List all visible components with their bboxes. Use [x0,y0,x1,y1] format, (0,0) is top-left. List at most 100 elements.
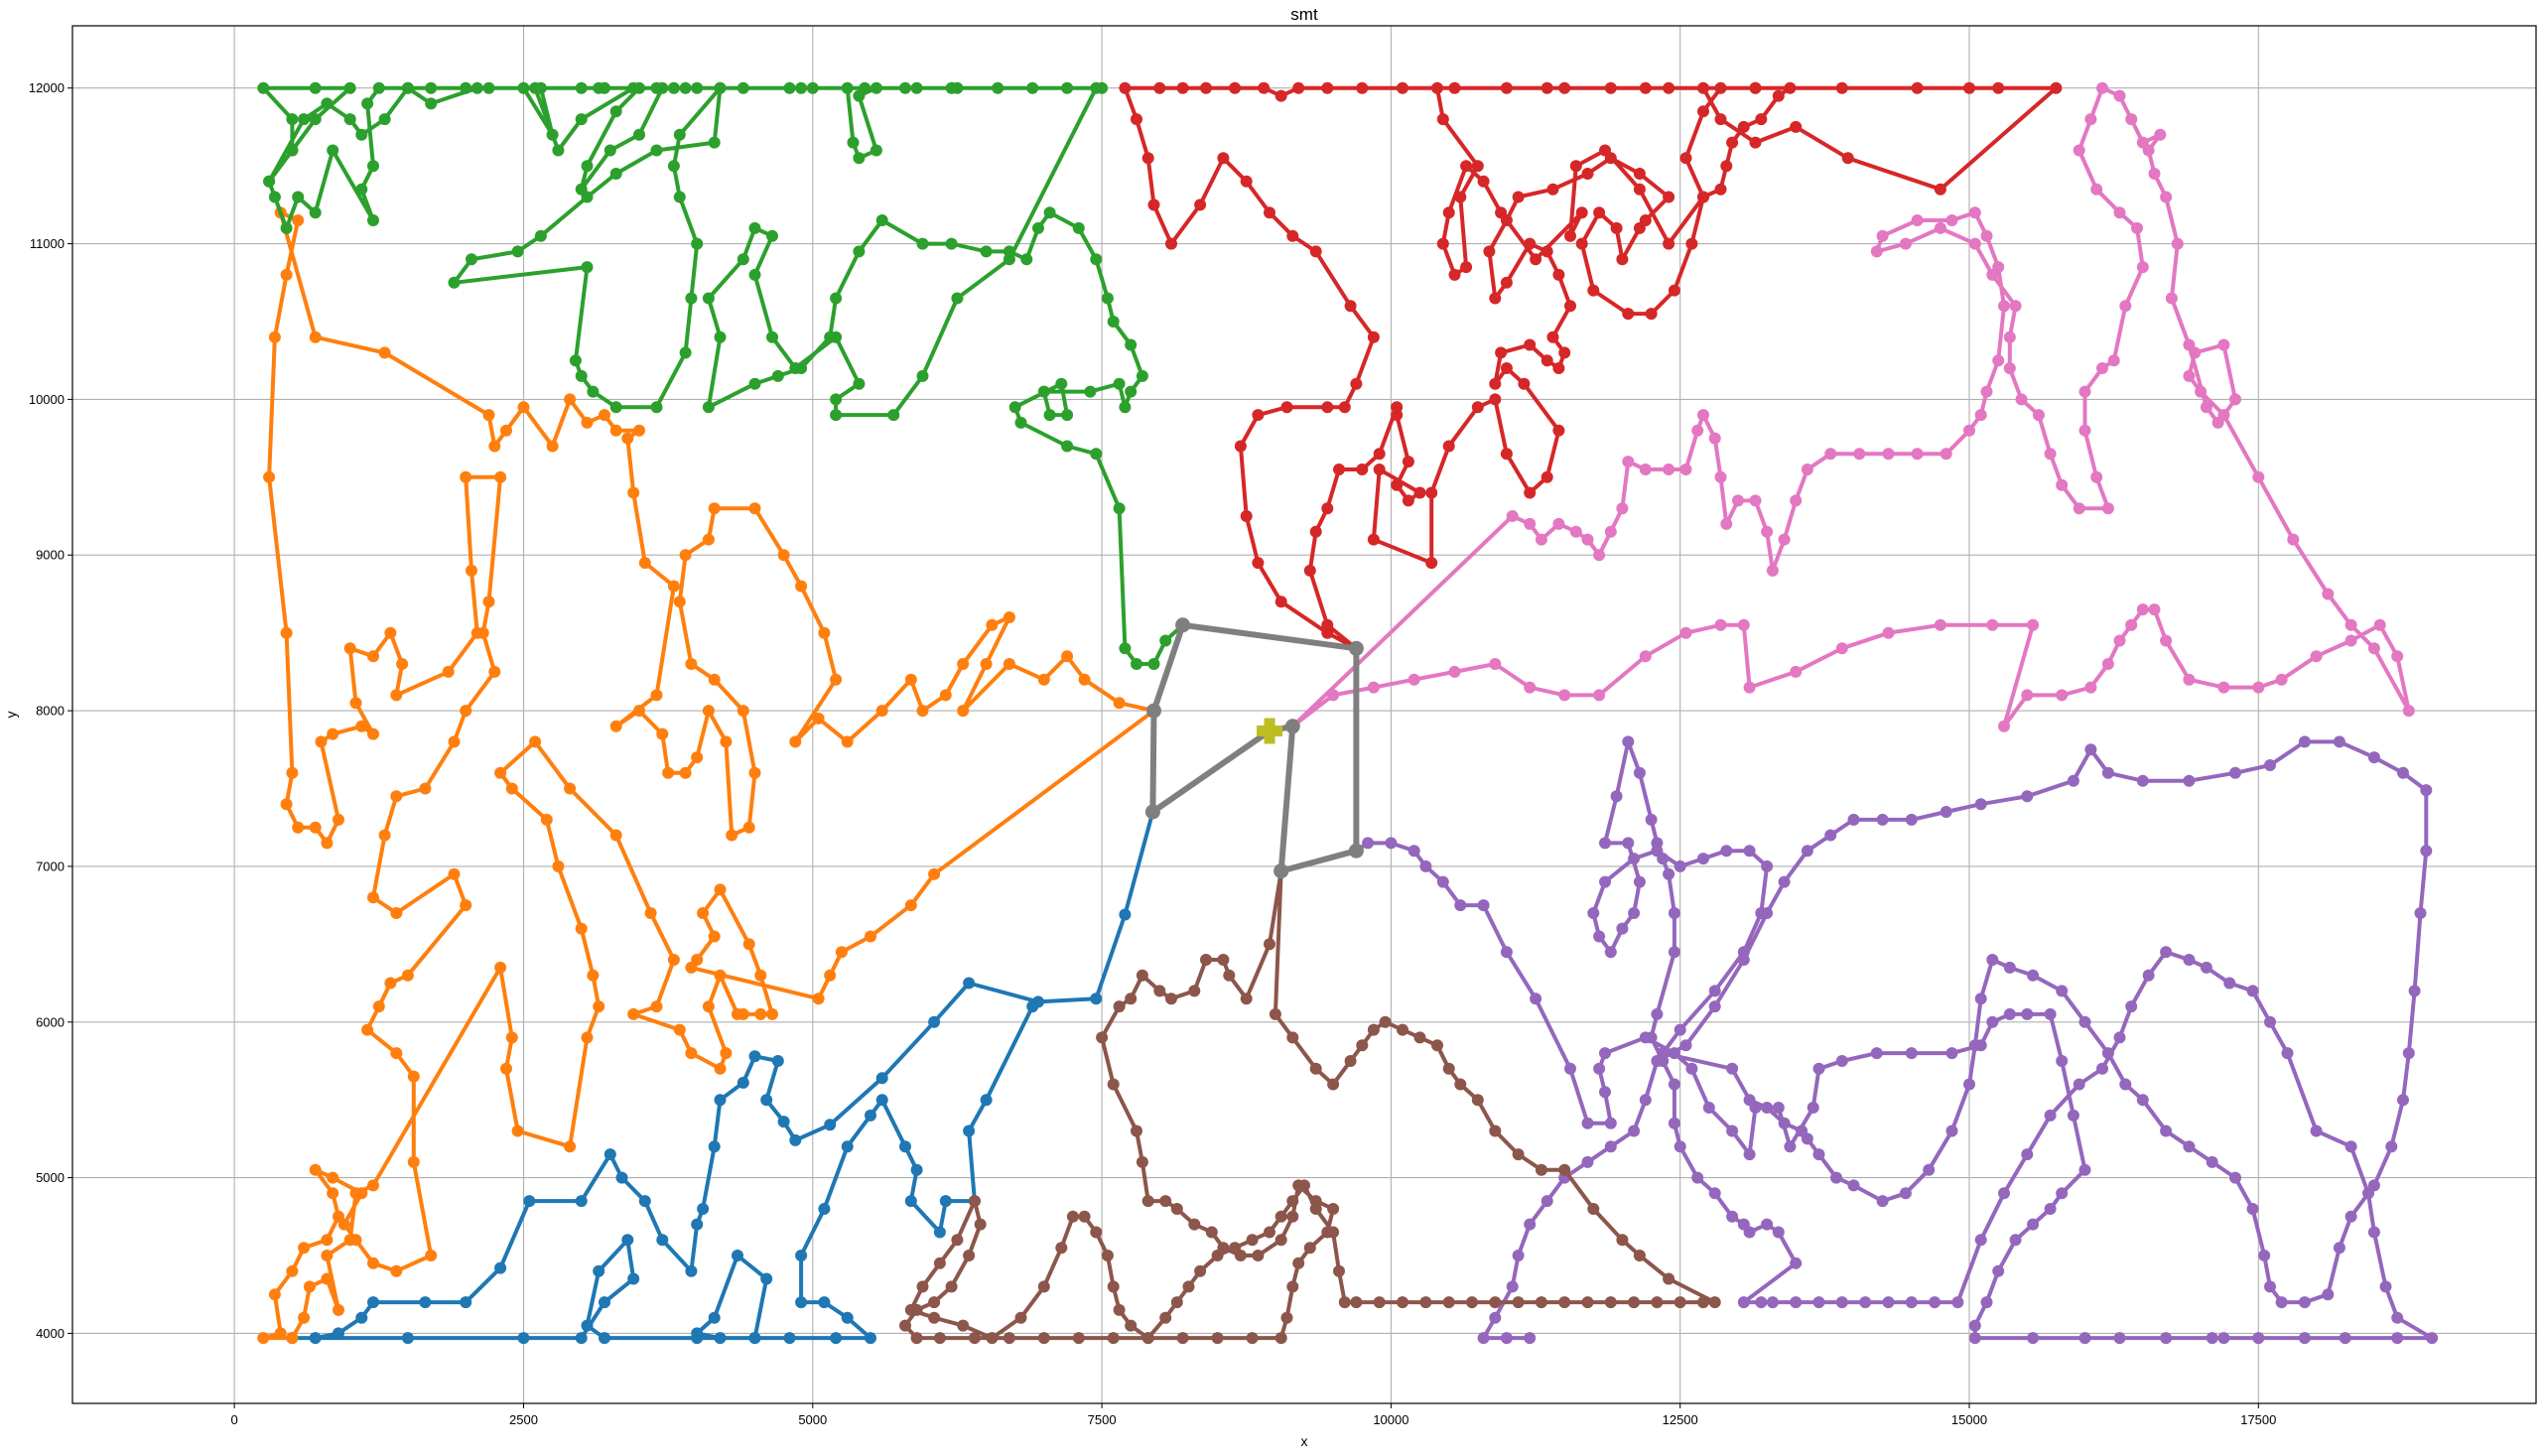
route-point [714,1332,727,1345]
route-point [505,1031,518,1044]
route-point [298,113,311,126]
route-point [1119,401,1132,414]
route-point [1668,1117,1680,1129]
route-point [1663,1272,1675,1285]
route-point [1651,1055,1664,1067]
route-point [1599,875,1611,888]
route-point [1055,377,1068,390]
route-point [980,245,993,258]
route-point [448,276,461,289]
route-point [1454,899,1467,912]
route-point [1292,81,1305,94]
route-point [939,1195,952,1208]
route-point [824,969,837,982]
route-point [1107,1332,1120,1345]
route-point [1373,448,1386,461]
route-point [564,1140,577,1153]
route-point [292,214,305,226]
route-point [1968,1319,1981,1332]
route-point [575,369,588,382]
route-point [1136,969,1148,982]
route-point [1599,837,1611,850]
route-point [2044,448,2057,461]
route-point [1714,618,1727,631]
route-point [2426,1332,2439,1345]
route-point [2021,1148,2034,1161]
route-point [916,237,929,250]
route-point [1217,152,1230,165]
route-point [1136,1155,1148,1168]
route-point [1524,517,1537,530]
route-point [1755,1296,1768,1309]
route-point [1552,268,1565,281]
route-point [1518,377,1531,390]
route-point [1911,448,1924,461]
route-point [1431,81,1443,94]
route-point [1264,206,1275,219]
route-point [1144,804,1160,820]
route-point [1280,401,1293,414]
route-point [460,705,472,718]
route-point [1663,237,1675,250]
route-point [1674,1296,1686,1309]
route-point [378,829,391,842]
route-point [830,673,843,686]
route-point [1778,875,1791,888]
route-point [1679,152,1692,165]
route-point [667,954,680,966]
route-point [1622,308,1635,321]
route-point [1616,253,1629,266]
route-point [1176,1332,1189,1345]
route-point [644,907,657,919]
route-point [2160,1332,2173,1345]
route-point [737,253,749,266]
route-point [1350,1296,1363,1309]
route-point [1934,183,1946,196]
route-point [2211,416,2224,429]
route-point [1500,448,1513,461]
route-point [1264,938,1275,951]
route-point [1431,1039,1443,1052]
route-point [1778,1117,1791,1129]
route-point [2067,1109,2079,1122]
route-point [1037,673,1050,686]
route-point [1986,1015,1999,1028]
route-point [1090,1226,1103,1239]
route-point [2078,1332,2091,1345]
route-point [2217,681,2230,694]
route-point [835,946,848,959]
route-point [1402,456,1414,468]
route-point [367,1257,379,1269]
route-point [2015,393,2028,406]
route-point [2044,1203,2057,1215]
route-point [1119,642,1132,655]
route-point [2322,1288,2335,1301]
route-point [702,401,715,414]
route-point [1801,1132,1813,1145]
route-point [1477,1332,1490,1345]
route-point [1974,993,1987,1005]
route-point [1125,993,1138,1005]
route-point [2003,331,2016,343]
route-point [1436,113,1449,126]
route-point [1714,81,1727,94]
route-point [1737,120,1750,133]
route-point [865,1332,876,1345]
route-point [1003,658,1015,670]
route-point [1992,261,2005,274]
route-point [333,1303,344,1316]
route-point [2420,784,2433,797]
route-point [1489,292,1502,305]
route-point [1663,867,1675,880]
route-point [599,409,610,422]
route-point [2073,144,2085,157]
route-point [1348,640,1364,656]
route-point [1905,1047,1918,1060]
route-point [957,1319,970,1332]
route-point [714,883,727,896]
route-point [783,81,796,94]
route-point [1442,440,1455,453]
route-point [1998,300,2010,313]
route-point [1679,1039,1692,1052]
route-point [482,596,495,608]
